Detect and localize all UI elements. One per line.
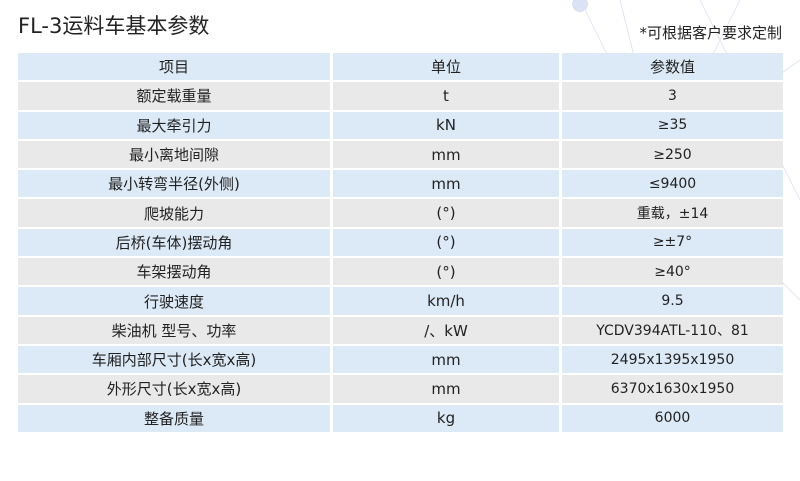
cell-unit: mm xyxy=(333,375,562,405)
header-unit: 单位 xyxy=(333,53,562,83)
table-row: 车架摆动角 (°) ≥40° xyxy=(18,258,783,288)
page-title: FL-3运料车基本参数 xyxy=(18,14,210,38)
header-value: 参数值 xyxy=(562,53,783,83)
cell-unit: mm xyxy=(333,170,562,200)
cell-value: ≤9400 xyxy=(562,170,783,200)
table-row: 最小转弯半径(外侧) mm ≤9400 xyxy=(18,170,783,200)
cell-item: 最小转弯半径(外侧) xyxy=(18,170,333,200)
table-row: 后桥(车体)摆动角 (°) ≥±7° xyxy=(18,228,783,259)
cell-value: YCDV394ATL-110、81 xyxy=(562,316,783,346)
cell-unit: (°) xyxy=(333,228,562,259)
table-row: 最小离地间隙 mm ≥250 xyxy=(18,140,783,171)
cell-unit: t xyxy=(333,82,562,112)
table-row: 额定载重量 t 3 xyxy=(18,82,783,112)
table-row: 爬坡能力 (°) 重载，±14 xyxy=(18,199,783,229)
cell-unit: km/h xyxy=(333,287,562,317)
cell-item: 柴油机 型号、功率 xyxy=(18,316,333,346)
cell-value: 6370x1630x1950 xyxy=(562,375,783,405)
cell-item: 车厢内部尺寸(长x宽x高) xyxy=(18,345,333,376)
cell-unit: /、kW xyxy=(333,316,562,346)
cell-item: 额定载重量 xyxy=(18,82,333,112)
cell-unit: (°) xyxy=(333,199,562,229)
cell-unit: (°) xyxy=(333,258,562,288)
cell-unit: kg xyxy=(333,404,562,434)
table-header-row: 项目 单位 参数值 xyxy=(18,53,783,83)
cell-value: 6000 xyxy=(562,404,783,434)
cell-unit: mm xyxy=(333,345,562,376)
table-row: 柴油机 型号、功率/、kW YCDV394ATL-110、81 xyxy=(18,316,783,346)
cell-item: 行驶速度 xyxy=(18,287,333,317)
spec-table: 项目 单位 参数值 额定载重量 t 3 最大牵引力 kN ≥35 最小离地间隙 mm ≥250 最… xyxy=(18,53,783,434)
cell-item: 车架摆动角 xyxy=(18,258,333,288)
cell-value: 重载，±14 xyxy=(562,199,783,229)
table-row: 最大牵引力 kN ≥35 xyxy=(18,111,783,141)
table-row: 整备质量 kg 6000 xyxy=(18,404,783,434)
cell-value: 9.5 xyxy=(562,287,783,317)
cell-item: 外形尺寸(长x宽x高) xyxy=(18,375,333,405)
cell-value: 3 xyxy=(562,82,783,112)
table-row: 外形尺寸(长x宽x高) mm 6370x1630x1950 xyxy=(18,375,783,405)
cell-value: ≥250 xyxy=(562,140,783,171)
cell-value: ≥40° xyxy=(562,258,783,288)
cell-item: 最小离地间隙 xyxy=(18,140,333,171)
cell-unit: kN xyxy=(333,111,562,141)
table-row: 车厢内部尺寸(长x宽x高) mm 2495x1395x1950 xyxy=(18,345,783,376)
cell-item: 最大牵引力 xyxy=(18,111,333,141)
cell-value: ≥±7° xyxy=(562,228,783,259)
cell-item: 爬坡能力 xyxy=(18,199,333,229)
cell-item: 后桥(车体)摆动角 xyxy=(18,228,333,259)
header-item: 项目 xyxy=(18,53,333,83)
cell-value: ≥35 xyxy=(562,111,783,141)
cell-unit: mm xyxy=(333,140,562,171)
cell-item: 整备质量 xyxy=(18,404,333,434)
customization-note: *可根据客户要求定制 xyxy=(639,24,782,42)
table-row: 行驶速度 km/h 9.5 xyxy=(18,287,783,317)
cell-value: 2495x1395x1950 xyxy=(562,345,783,376)
